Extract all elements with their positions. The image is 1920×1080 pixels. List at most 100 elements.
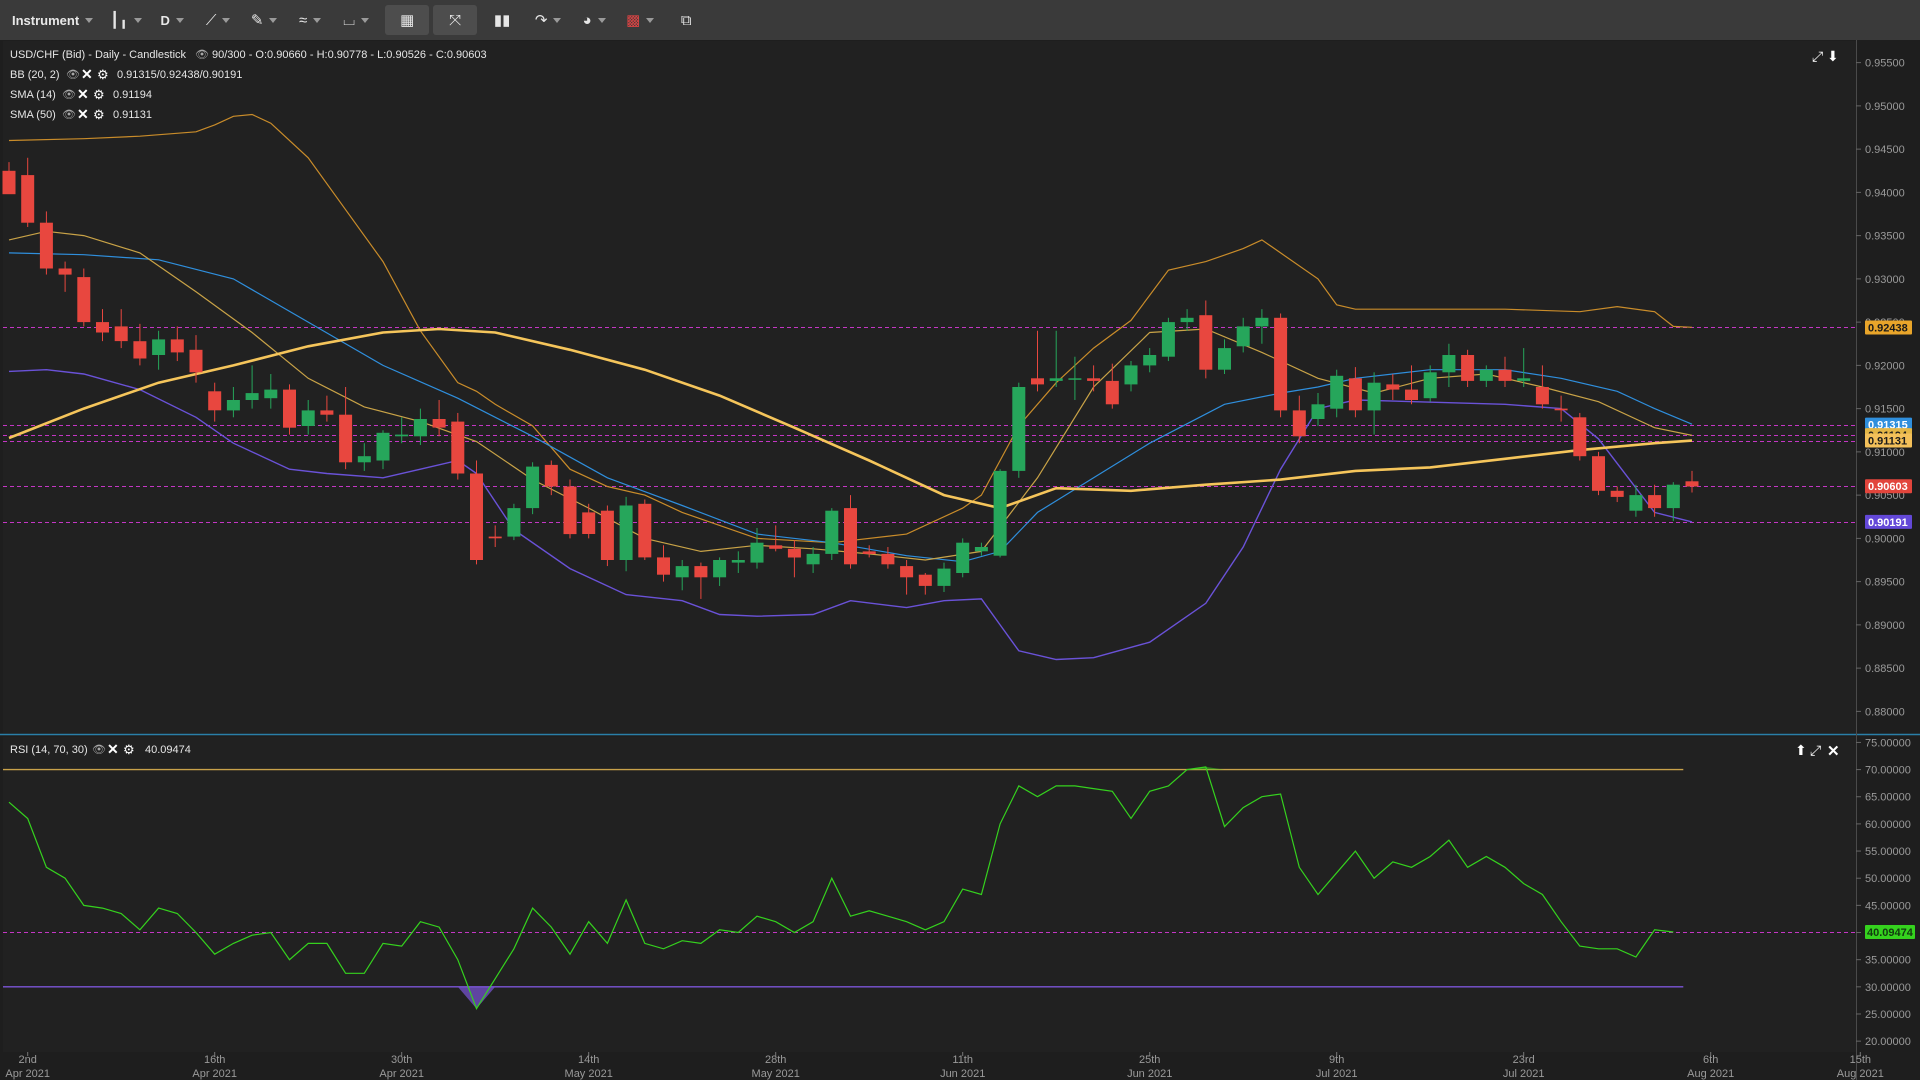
x-axis-month-label: Apr 2021 [379,1068,424,1080]
theme-menu[interactable]: ◕ [573,5,615,35]
candle-body [638,503,652,558]
gear-icon[interactable]: ⚙ [123,742,135,757]
sma50-line [8,327,1693,510]
delete-menu[interactable]: ⌴ [335,5,377,35]
rsi-value-tag [1865,925,1915,939]
eye-icon[interactable]: 👁 [195,49,209,61]
rsi-axis-label: 25.00000 [1865,1009,1911,1021]
candle-body [1535,387,1549,405]
candle-body [1348,378,1362,411]
candle-body [1311,404,1325,419]
rsi-axis-label: 65.00000 [1865,792,1911,804]
flag-icon: ▩ [626,12,641,29]
arrow-up-icon[interactable]: ⬆ [1795,742,1807,758]
close-icon[interactable]: ✕ [77,106,89,122]
candle-body [357,456,371,463]
rsi-legend: RSI (14, 70, 30) 👁 ✕ ⚙ 40.09474 [10,741,191,757]
candle-body [376,432,390,461]
candle-body [451,421,465,474]
candle-body [1442,355,1456,373]
candle-body [1124,365,1138,385]
candle-body [114,326,128,342]
eye-icon[interactable]: 👁 [62,89,76,101]
candle-body [189,349,203,373]
timeframe-label: D [160,12,170,28]
gear-icon[interactable]: ⚙ [97,67,109,82]
eye-icon[interactable]: 👁 [62,109,76,121]
price-level-tag-label: 0.92438 [1868,323,1908,335]
candle-body [1161,322,1175,357]
candle-body [21,175,35,223]
price-axis-label: 0.94000 [1865,187,1905,199]
legend-rsi-label: RSI (14, 70, 30) [10,744,88,756]
layout-button[interactable]: ▦ [385,5,430,35]
candle-body [488,536,502,539]
legend-sma50-value: 0.91131 [113,109,152,121]
rsi-axis-label: 60.00000 [1865,819,1911,831]
candle-body [881,553,895,565]
x-axis-month-label: May 2021 [565,1068,613,1080]
chart-canvas[interactable]: 0.95500 0.95000 0.94500 0.94000 0.93500 0.930… [0,40,1920,1080]
candle-body [750,542,764,563]
price-axis-label: 0.91500 [1865,404,1905,416]
fullscreen-button[interactable]: ⤧ [433,5,478,35]
close-icon[interactable]: ✕ [1827,743,1840,760]
candle-body [152,339,166,355]
price-axis-label: 0.92000 [1865,360,1905,372]
candle-body [283,389,296,428]
price-pane[interactable] [3,41,1856,733]
line-tool-menu[interactable]: ⟋ [197,5,239,35]
candle-body [1685,481,1699,487]
candle-body [133,341,147,359]
eye-icon[interactable]: 👁 [66,69,80,81]
price-level-tag [1865,514,1912,529]
x-axis-day-label: 2nd [19,1054,37,1066]
indicator-icon: ≈ [299,11,308,29]
language-menu[interactable]: ▩ [619,5,661,35]
price-axis-label: 0.93500 [1865,231,1905,243]
gear-icon[interactable]: ⚙ [93,107,105,122]
candle-body [1423,372,1437,399]
share-menu[interactable]: ↷ [527,5,569,35]
bar-chart-button[interactable]: ▮▮ [481,5,523,35]
price-axis-label: 0.95500 [1865,58,1905,70]
candle-body [1068,378,1082,380]
rsi-pane[interactable] [3,737,1856,1052]
candle-body [731,560,745,563]
chevron-down-icon [222,17,231,23]
gear-icon[interactable]: ⚙ [93,87,105,102]
drawing-tool-menu[interactable]: ✎ [243,5,285,35]
rsi-oversold-fill [457,986,496,1009]
candle-body [526,466,540,509]
price-level-tag-label: 0.90603 [1868,481,1908,493]
candle-body [208,391,222,411]
eye-icon[interactable]: 👁 [92,744,106,756]
candle-body [301,410,315,426]
rsi-axis-label: 45.00000 [1865,900,1911,912]
chevron-down-icon [269,17,278,23]
x-axis-month-label: Aug 2021 [1837,1068,1884,1080]
expand-icon[interactable]: ⤢ [1812,48,1823,64]
candle-body [1199,315,1213,370]
candle-body [58,268,72,275]
close-icon[interactable]: ✕ [81,66,93,82]
line-tool-icon: ⟋ [205,11,217,29]
candle-body [1049,378,1063,381]
timeframe-menu[interactable]: D [151,5,193,35]
windows-button[interactable]: ⧉ [665,5,707,35]
indicator-menu[interactable]: ≈ [289,5,331,35]
close-icon[interactable]: ✕ [77,86,89,102]
x-axis-day-label: 30th [391,1054,412,1066]
expand-icon[interactable]: ⤢ [1810,742,1821,758]
x-axis-day-label: 28th [765,1054,786,1066]
candle-body [1330,375,1344,409]
chevron-down-icon [646,17,655,23]
price-level-tag-label: 0.91131 [1868,436,1907,448]
instrument-menu[interactable]: Instrument [4,5,101,35]
price-level-tag [1865,320,1912,335]
candle-body [395,434,409,437]
arrow-down-icon[interactable]: ⬇ [1827,48,1839,64]
close-icon[interactable]: ✕ [107,741,119,757]
chart-type-menu[interactable]: ┃╻ [105,5,147,35]
candle-body [937,568,951,586]
